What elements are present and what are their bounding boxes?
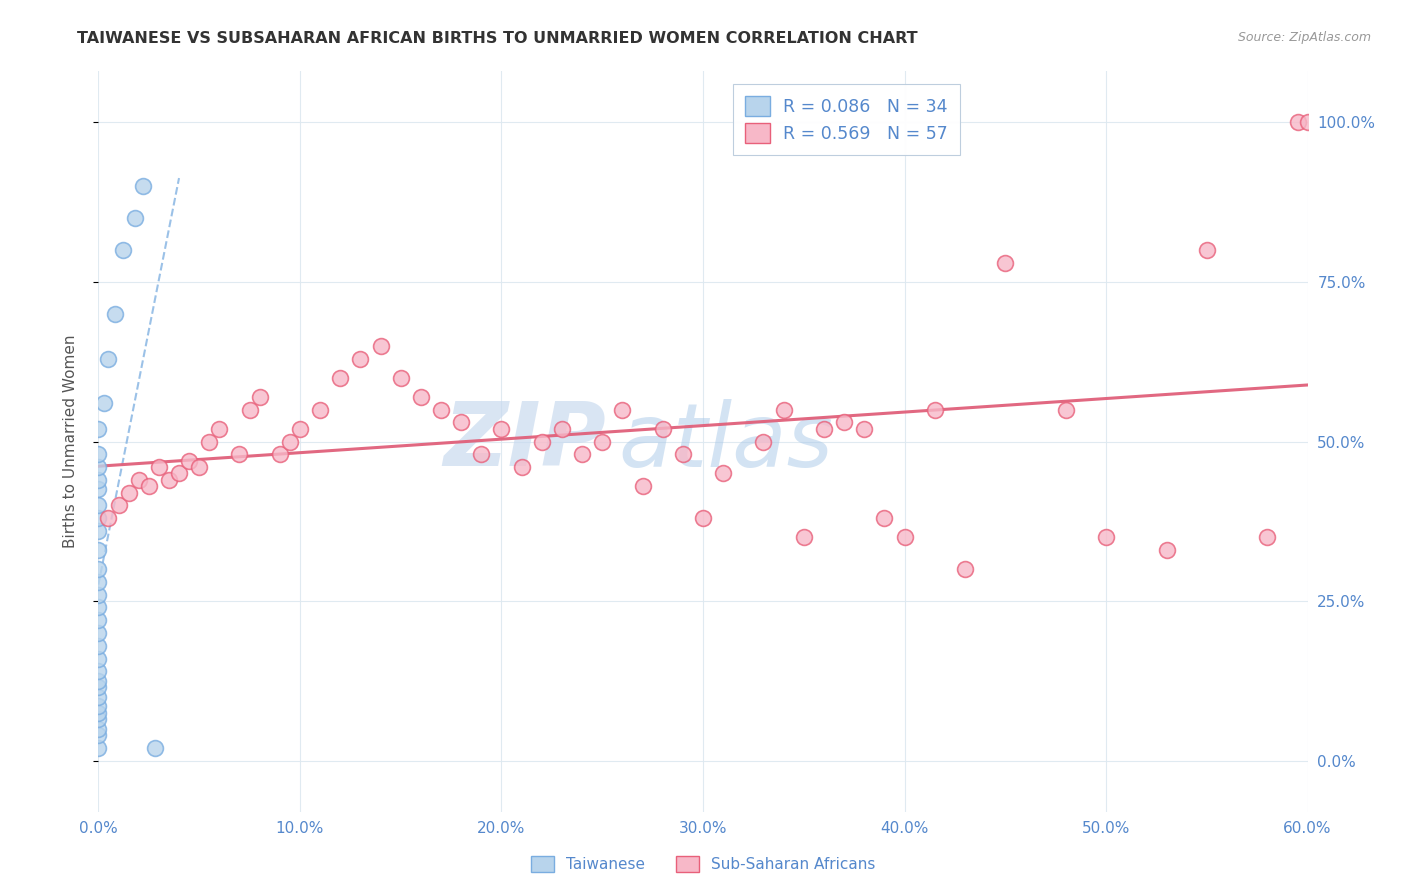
Point bbox=[87, 543, 110, 558]
Point bbox=[1156, 543, 1178, 558]
Point bbox=[198, 434, 221, 449]
Point bbox=[87, 562, 110, 576]
Point bbox=[1286, 115, 1309, 129]
Point bbox=[893, 530, 915, 544]
Point bbox=[87, 600, 110, 615]
Point bbox=[87, 639, 110, 653]
Point bbox=[157, 473, 180, 487]
Point bbox=[87, 460, 110, 475]
Point bbox=[772, 402, 794, 417]
Point bbox=[179, 453, 201, 467]
Point bbox=[329, 370, 352, 384]
Point bbox=[278, 434, 301, 449]
Point bbox=[612, 402, 634, 417]
Point bbox=[510, 460, 533, 475]
Point bbox=[87, 588, 110, 602]
Point bbox=[953, 562, 976, 576]
Point bbox=[208, 422, 231, 436]
Text: ZIP: ZIP bbox=[443, 398, 606, 485]
Point bbox=[87, 511, 110, 525]
Point bbox=[389, 370, 412, 384]
Point bbox=[87, 680, 110, 694]
Point bbox=[87, 740, 110, 755]
Point bbox=[994, 256, 1017, 270]
Point bbox=[470, 447, 492, 461]
Point bbox=[87, 665, 110, 679]
Point bbox=[551, 422, 574, 436]
Point bbox=[651, 422, 673, 436]
Text: Source: ZipAtlas.com: Source: ZipAtlas.com bbox=[1237, 31, 1371, 45]
Point bbox=[97, 351, 120, 366]
Point bbox=[752, 434, 775, 449]
Point bbox=[288, 422, 311, 436]
Point bbox=[1195, 243, 1218, 257]
Point bbox=[228, 447, 250, 461]
Point bbox=[118, 485, 141, 500]
Point bbox=[249, 390, 271, 404]
Y-axis label: Births to Unmarried Women: Births to Unmarried Women bbox=[63, 334, 77, 549]
Point bbox=[409, 390, 432, 404]
Point bbox=[924, 402, 946, 417]
Point bbox=[269, 447, 291, 461]
Point bbox=[711, 467, 734, 481]
Point bbox=[692, 511, 714, 525]
Point bbox=[87, 613, 110, 627]
Point bbox=[87, 712, 110, 726]
Point bbox=[97, 511, 120, 525]
Point bbox=[128, 473, 150, 487]
Text: TAIWANESE VS SUBSAHARAN AFRICAN BIRTHS TO UNMARRIED WOMEN CORRELATION CHART: TAIWANESE VS SUBSAHARAN AFRICAN BIRTHS T… bbox=[77, 31, 918, 46]
Legend: R = 0.086   N = 34, R = 0.569   N = 57: R = 0.086 N = 34, R = 0.569 N = 57 bbox=[733, 84, 960, 155]
Point bbox=[87, 690, 110, 704]
Point bbox=[309, 402, 332, 417]
Point bbox=[349, 351, 371, 366]
Point bbox=[672, 447, 695, 461]
Point bbox=[1296, 115, 1319, 129]
Point bbox=[873, 511, 896, 525]
Point bbox=[430, 402, 453, 417]
Point bbox=[813, 422, 835, 436]
Point bbox=[571, 447, 593, 461]
Point bbox=[631, 479, 654, 493]
Point bbox=[491, 422, 513, 436]
Point bbox=[93, 396, 115, 410]
Point bbox=[111, 243, 134, 257]
Point bbox=[1095, 530, 1118, 544]
Point bbox=[87, 422, 110, 436]
Point bbox=[450, 416, 472, 430]
Point bbox=[87, 447, 110, 461]
Point bbox=[148, 460, 170, 475]
Point bbox=[87, 699, 110, 714]
Point bbox=[124, 211, 146, 226]
Point bbox=[87, 626, 110, 640]
Point bbox=[143, 740, 166, 755]
Point bbox=[832, 416, 855, 430]
Point bbox=[853, 422, 876, 436]
Point bbox=[107, 499, 129, 513]
Point bbox=[167, 467, 190, 481]
Point bbox=[87, 499, 110, 513]
Point bbox=[87, 574, 110, 589]
Point bbox=[87, 524, 110, 538]
Point bbox=[1054, 402, 1077, 417]
Point bbox=[793, 530, 815, 544]
Point bbox=[1256, 530, 1278, 544]
Point bbox=[87, 706, 110, 720]
Point bbox=[370, 339, 392, 353]
Point bbox=[132, 179, 155, 194]
Point bbox=[239, 402, 262, 417]
Point bbox=[138, 479, 160, 493]
Text: atlas: atlas bbox=[619, 399, 834, 484]
Point bbox=[530, 434, 553, 449]
Legend: Taiwanese, Sub-Saharan Africans: Taiwanese, Sub-Saharan Africans bbox=[523, 848, 883, 880]
Point bbox=[188, 460, 211, 475]
Point bbox=[87, 651, 110, 665]
Point bbox=[87, 673, 110, 688]
Point bbox=[87, 728, 110, 742]
Point bbox=[87, 722, 110, 736]
Point bbox=[103, 307, 125, 321]
Point bbox=[591, 434, 613, 449]
Point bbox=[87, 483, 110, 497]
Point bbox=[87, 473, 110, 487]
